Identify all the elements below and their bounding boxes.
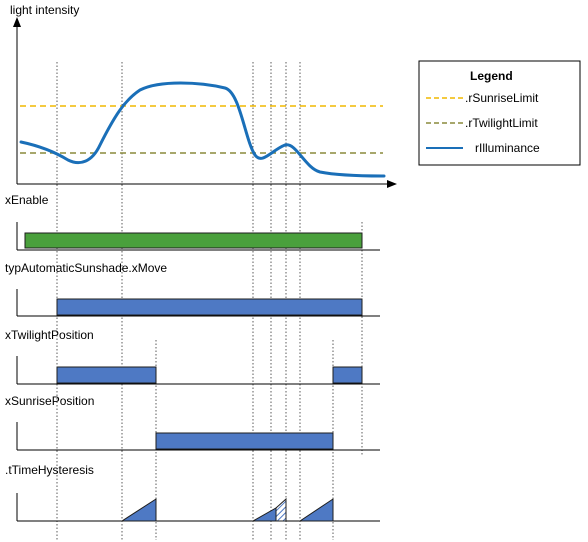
illuminance-curve [19,81,386,178]
signal-sunrise-bar [155,432,334,450]
signal-label-enable: xEnable [5,193,49,207]
legend-label-illuminance: rIlluminance [475,141,540,155]
signal-move: typAutomaticSunshade.xMove [5,261,380,317]
signal-twilight: xTwilightPosition [5,328,380,385]
illuminance-chart: light intensity [10,3,397,188]
hysteresis-ramp-1 [120,498,157,522]
signal-label-hysteresis: .tTimeHysteresis [5,463,94,477]
y-axis-label: light intensity [10,3,79,17]
legend-label-sunrise: .rSunriseLimit [465,91,539,105]
signal-twilight-bar-2 [332,366,363,384]
hysteresis-ramp-3 [298,498,334,522]
chart-y-axis-arrow [13,17,21,27]
signal-enable: xEnable [5,193,380,251]
legend-box [418,60,581,166]
hysteresis-ramp-2 [251,507,277,522]
signal-move-bar [56,298,363,316]
legend-label-twilight: .rTwilightLimit [465,116,538,130]
signal-label-sunrise: xSunrisePosition [5,394,94,408]
signal-hysteresis: .tTimeHysteresis [5,463,380,522]
legend-title: Legend [470,69,513,83]
signal-label-move: typAutomaticSunshade.xMove [5,261,167,275]
hysteresis-ramp-2-hatched [275,497,287,522]
signal-sunrise: xSunrisePosition [5,394,380,451]
chart-x-axis-arrow [387,180,397,188]
signal-label-twilight: xTwilightPosition [5,328,94,342]
signal-enable-bar [24,232,363,249]
signal-twilight-bar-1 [56,366,157,384]
legend: Legend .rSunriseLimit .rTwilightLimit rI… [418,60,581,166]
